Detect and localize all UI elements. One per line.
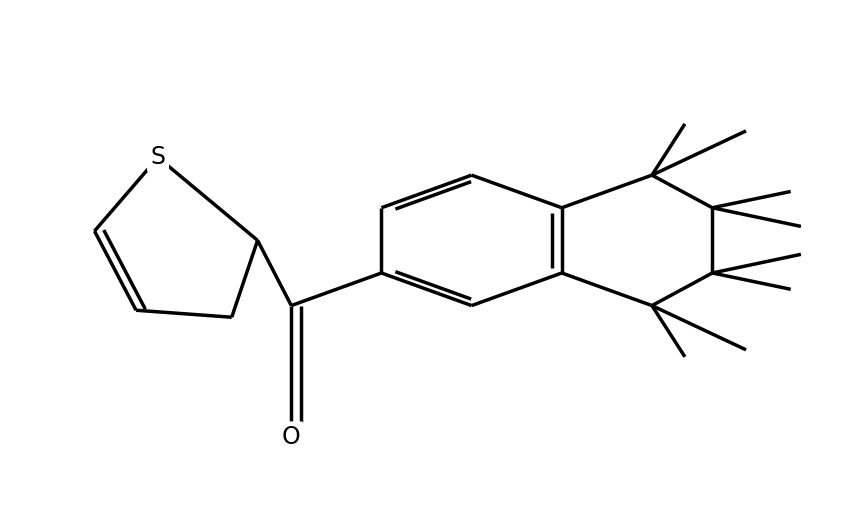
Text: S: S [150, 146, 166, 169]
Text: O: O [282, 425, 300, 449]
